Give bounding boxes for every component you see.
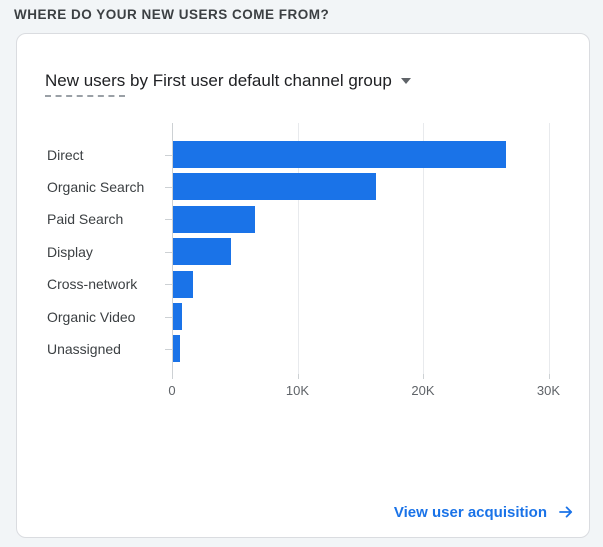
x-axis-tick <box>548 374 550 379</box>
category-label: Display <box>47 243 93 260</box>
category-tick <box>165 316 172 318</box>
x-axis-label: 10K <box>285 383 310 398</box>
x-axis-label: 30K <box>536 383 561 398</box>
plot-area: 0 10K 20K 30K Direct Organic Search Paid Searc… <box>47 123 567 398</box>
category-label: Organic Video <box>47 308 136 325</box>
category-tick <box>165 219 172 221</box>
category-tick <box>165 251 172 253</box>
section-header: WHERE DO YOUR NEW USERS COME FROM? <box>14 7 330 22</box>
x-axis-tick <box>172 374 173 379</box>
bar-paid-search[interactable] <box>173 205 255 233</box>
bar-unassigned[interactable] <box>173 335 180 363</box>
chart-title-dimension: by First user default channel group <box>125 71 392 90</box>
x-axis-tick <box>423 374 424 379</box>
x-axis-label: 0 <box>168 383 176 398</box>
chart-title-metric[interactable]: New users <box>45 71 126 97</box>
chart-title-dropdown[interactable]: New users by First user default channel … <box>45 71 411 97</box>
bar-cross-network[interactable] <box>173 270 194 298</box>
caret-down-icon[interactable] <box>400 78 411 84</box>
x-axis-tick <box>297 374 299 379</box>
category-label: Paid Search <box>47 211 124 228</box>
gridline <box>548 123 550 374</box>
view-user-acquisition-label: View user acquisition <box>393 503 547 521</box>
arrow-right-icon <box>559 506 573 518</box>
view-user-acquisition-link[interactable]: View user acquisition <box>394 503 575 521</box>
category-tick <box>165 186 172 188</box>
category-label: Direct <box>47 146 84 163</box>
bar-display[interactable] <box>173 238 231 266</box>
bar-organic-search[interactable] <box>173 173 377 201</box>
category-label: Cross-network <box>47 276 138 293</box>
analytics-card: New users by First user default channel … <box>16 33 590 538</box>
category-tick <box>165 284 172 286</box>
category-label: Organic Search <box>47 178 145 195</box>
gridline <box>297 123 299 374</box>
x-axis-label: 20K <box>411 383 435 398</box>
category-label: Unassigned <box>47 340 121 357</box>
category-tick <box>165 348 172 350</box>
bar-organic-video[interactable] <box>173 303 183 330</box>
category-tick <box>165 154 172 156</box>
bar-chart: 0 10K 20K 30K Direct Organic Search Paid Searc… <box>47 123 572 423</box>
y-axis-line <box>172 123 173 379</box>
bar-direct[interactable] <box>173 141 506 168</box>
gridline <box>423 123 424 374</box>
